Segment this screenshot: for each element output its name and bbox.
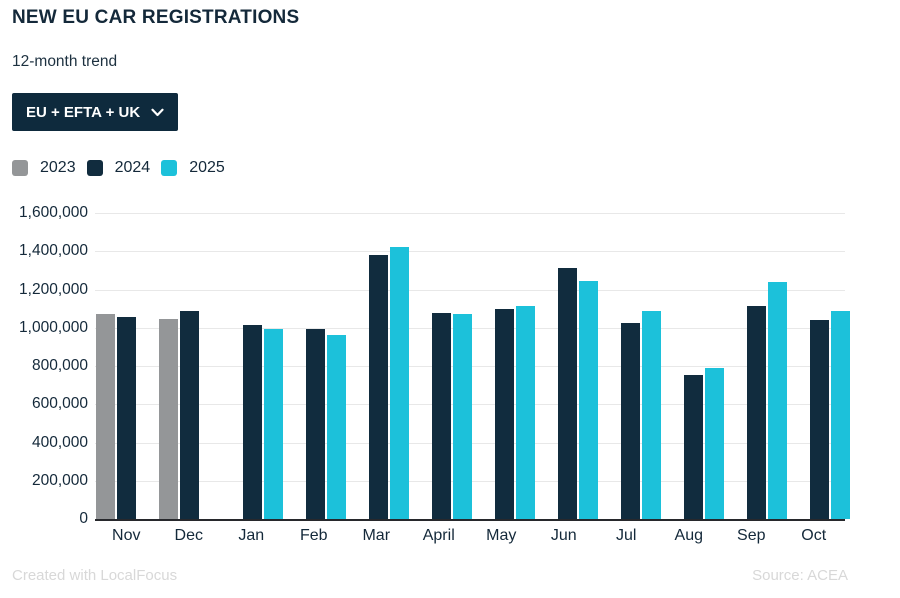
bar-mar-2025[interactable]: [390, 246, 409, 519]
y-axis-tick-label: 0: [79, 510, 88, 527]
x-axis-label-nov: Nov: [112, 527, 141, 544]
bar-group-aug: [662, 213, 725, 519]
x-axis-label-feb: Feb: [299, 527, 328, 544]
chart-subtitle: 12-month trend: [12, 53, 118, 70]
y-axis-tick-label: 600,000: [31, 395, 88, 413]
y-axis-tick-label: 1,000,000: [19, 318, 88, 336]
source-label: Source: ACEA: [752, 567, 848, 584]
bar-group-feb: [284, 213, 347, 519]
x-axis-label-aug: Aug: [674, 527, 703, 544]
page-title: NEW EU CAR REGISTRATIONS: [12, 7, 300, 28]
bar-aug-2025[interactable]: [705, 367, 724, 519]
bar-jun-2025[interactable]: [579, 281, 598, 519]
x-axis-label-oct: Oct: [801, 527, 827, 544]
bar-jul-2024[interactable]: [621, 323, 640, 519]
bar-dec-2023[interactable]: [159, 318, 178, 519]
bar-feb-2024[interactable]: [306, 328, 325, 519]
bar-jul-2025[interactable]: [642, 310, 661, 519]
x-axis-labels: Nov Dec Jan Feb Mar April May Jun Jul Aug Sep Oct: [95, 527, 845, 545]
x-axis-label-mar: Mar: [362, 527, 391, 544]
bar-chart-plot: [95, 213, 850, 521]
bar-group-may: [473, 213, 536, 519]
bar-mar-2024[interactable]: [369, 254, 388, 519]
region-filter-dropdown[interactable]: EU + EFTA + UK: [12, 93, 179, 131]
bar-group-oct: [788, 213, 851, 519]
bar-group-dec: [158, 213, 221, 519]
bar-aug-2024[interactable]: [684, 374, 703, 519]
bar-group-mar: [347, 213, 410, 519]
x-axis-line: [95, 519, 845, 521]
credit-link[interactable]: Created with LocalFocus: [12, 567, 178, 584]
x-axis-label-may: May: [486, 527, 517, 544]
bar-group-sep: [725, 213, 788, 519]
y-axis-tick-label: 1,200,000: [19, 280, 88, 298]
legend-item-2024: 2024: [86, 159, 151, 177]
gridline: [95, 213, 845, 214]
legend-swatch-2024: [86, 160, 103, 176]
legend-label-2024: 2024: [114, 159, 151, 176]
bars-row: [95, 213, 850, 519]
x-axis-label-dec: Dec: [174, 527, 203, 544]
bar-group-jun: [536, 213, 599, 519]
x-axis-label-sep: Sep: [737, 527, 766, 544]
y-axis-tick-label: 1,400,000: [19, 242, 88, 260]
legend-swatch-2025: [161, 160, 178, 176]
x-axis-label-jan: Jan: [238, 527, 265, 544]
legend-label-2025: 2025: [189, 159, 225, 176]
bar-nov-2023[interactable]: [96, 313, 115, 519]
bar-group-jul: [599, 213, 662, 519]
bar-feb-2025[interactable]: [327, 335, 346, 519]
bar-april-2025[interactable]: [453, 314, 472, 519]
legend-label-2023: 2023: [40, 159, 76, 176]
bar-nov-2024[interactable]: [117, 317, 136, 519]
x-axis-label-jun: Jun: [550, 527, 577, 544]
y-axis-tick-label: 400,000: [31, 433, 88, 451]
bar-sep-2024[interactable]: [747, 305, 766, 519]
bar-april-2024[interactable]: [432, 312, 451, 519]
y-axis-tick-label: 200,000: [31, 471, 88, 489]
y-axis-tick-label: 1,600,000: [19, 204, 88, 221]
bar-oct-2025[interactable]: [831, 310, 850, 519]
gridline: [95, 289, 845, 291]
legend-item-2023: 2023: [12, 159, 76, 177]
x-axis-label-jul: Jul: [616, 527, 637, 544]
bar-group-nov: [95, 213, 158, 519]
chart-legend: 2023 2024 2025: [12, 159, 225, 177]
chart-footer: Created with LocalFocus Source: ACEA: [12, 567, 848, 584]
region-filter-label: EU + EFTA + UK: [26, 103, 141, 121]
bar-jan-2024[interactable]: [243, 324, 262, 519]
x-axis-label-april: April: [422, 527, 455, 544]
legend-item-2025: 2025: [161, 159, 225, 177]
bar-oct-2024[interactable]: [810, 320, 829, 519]
y-axis-tick-label: 800,000: [31, 357, 88, 374]
bar-dec-2024[interactable]: [180, 310, 199, 519]
gridline: [95, 251, 845, 253]
bar-may-2024[interactable]: [495, 309, 514, 519]
bar-group-jan: [221, 213, 284, 519]
bar-group-april: [410, 213, 473, 519]
chevron-down-icon: [151, 108, 164, 117]
bar-may-2025[interactable]: [516, 305, 535, 519]
bar-jun-2024[interactable]: [558, 267, 577, 519]
bar-jan-2025[interactable]: [264, 328, 283, 519]
bar-sep-2025[interactable]: [768, 282, 787, 519]
legend-swatch-2023: [12, 160, 28, 176]
